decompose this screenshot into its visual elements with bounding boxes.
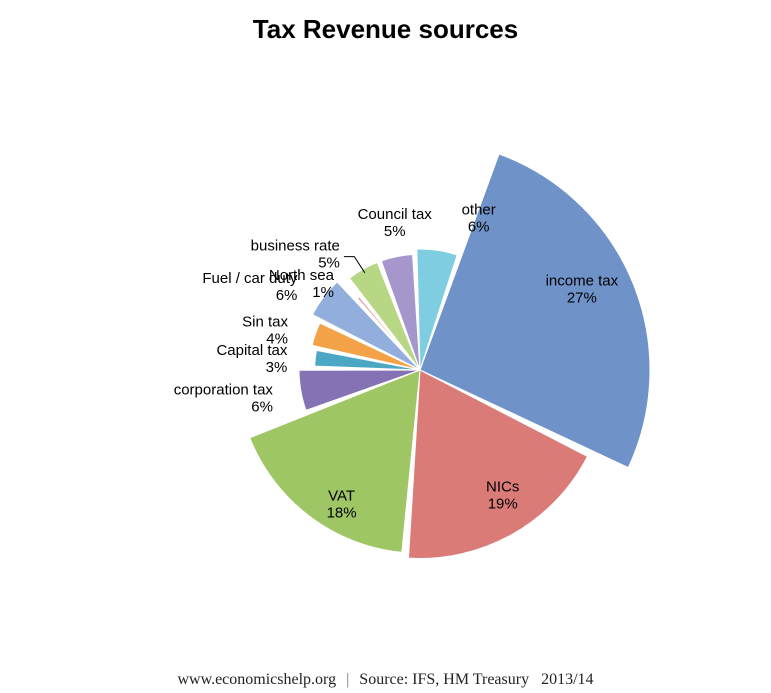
svg-text:VAT: VAT [328,488,355,505]
svg-text:5%: 5% [318,255,340,272]
svg-text:3%: 3% [266,359,288,376]
svg-text:18%: 18% [327,505,357,522]
footer-source-prefix: Source: [359,671,408,688]
slice-label: NICs19% [486,479,519,513]
svg-text:Sin tax: Sin tax [242,314,288,331]
svg-text:4%: 4% [266,331,288,348]
svg-text:corporation tax: corporation tax [174,381,274,398]
slice-label: Council tax5% [358,206,433,240]
svg-text:6%: 6% [468,218,490,235]
footer-period: 2013/14 [541,671,593,688]
svg-text:Council tax: Council tax [358,206,433,223]
svg-text:other: other [462,201,496,218]
footer: www.economicshelp.org | Source: IFS, HM … [0,671,771,689]
footer-separator: | [340,671,355,688]
pie-chart: income tax27% NICs19% VAT18% corporation ta… [0,0,771,693]
slice-label: VAT18% [327,488,357,522]
svg-text:19%: 19% [488,496,518,513]
svg-text:27%: 27% [567,290,597,307]
svg-text:NICs: NICs [486,479,519,496]
svg-text:income tax: income tax [546,273,619,290]
svg-text:5%: 5% [384,223,406,240]
footer-source: IFS, HM Treasury [412,671,529,688]
svg-text:6%: 6% [251,398,273,415]
slice-label: corporation tax6% [174,381,274,415]
footer-site: www.economicshelp.org [177,671,336,688]
svg-text:business rate: business rate [251,238,340,255]
svg-text:1%: 1% [312,284,334,301]
svg-text:6%: 6% [276,287,298,304]
